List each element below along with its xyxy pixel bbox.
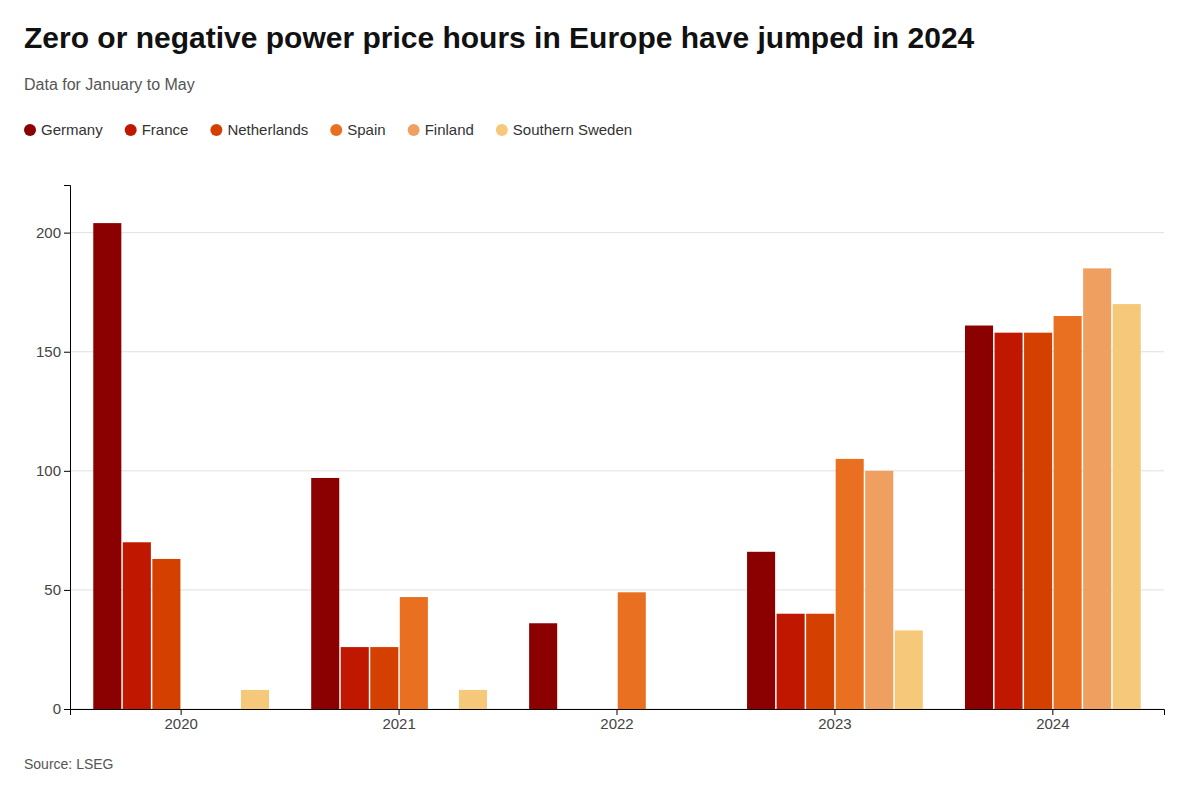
y-tick: 0 [53, 700, 70, 717]
bar [806, 614, 834, 709]
x-tick: 2020 [164, 709, 197, 732]
legend: Germany France Netherlands Spain Finland Sout… [24, 121, 632, 138]
bar [1024, 333, 1052, 709]
bar [459, 690, 487, 709]
bar [995, 333, 1023, 709]
legend-label: Spain [347, 121, 385, 138]
bar [647, 709, 675, 710]
bar-series [241, 304, 1141, 709]
x-tick: 2022 [600, 709, 633, 732]
legend-label: Finland [425, 121, 474, 138]
bar [341, 647, 369, 709]
bar-series [123, 333, 1023, 709]
y-tick-mark [64, 709, 70, 710]
bar [895, 630, 923, 709]
bar [677, 709, 705, 710]
bar [241, 690, 269, 709]
bar [93, 223, 121, 709]
legend-swatch [408, 124, 420, 136]
bar [747, 552, 775, 709]
bars [93, 223, 1140, 709]
bar [529, 623, 557, 709]
y-tick-label: 0 [53, 700, 61, 717]
bar [836, 459, 864, 709]
bar-series [400, 316, 1082, 709]
bar [965, 326, 993, 709]
y-axis: 0 50 100 150 200 [36, 186, 71, 718]
y-tick: 50 [44, 581, 70, 598]
legend-item: Finland [408, 121, 474, 138]
bar [618, 592, 646, 709]
x-axis: 2020 2021 2022 2023 2024 [71, 709, 1165, 732]
bar [1113, 304, 1141, 709]
bar [182, 709, 210, 710]
bar [777, 614, 805, 709]
x-tick: 2024 [1036, 709, 1069, 732]
grid-line [70, 232, 1164, 233]
bar-series [93, 223, 993, 709]
bar [400, 597, 428, 709]
legend-label: Germany [41, 121, 103, 138]
legend-item: Netherlands [210, 121, 308, 138]
bar [211, 709, 239, 710]
bar [311, 478, 339, 709]
y-tick: 100 [36, 462, 70, 479]
x-tick-label: 2020 [164, 715, 197, 732]
chart: Zero or negative power price hours in Eu… [0, 0, 1200, 789]
title: Zero or negative power price hours in Eu… [24, 21, 975, 54]
bar [152, 559, 180, 709]
y-axis-line [64, 186, 71, 710]
bar [429, 709, 457, 710]
bar [588, 709, 616, 710]
y-tick-mark [64, 352, 70, 353]
bar [1083, 268, 1111, 709]
y-tick-label: 150 [36, 343, 61, 360]
subtitle: Data for January to May [24, 76, 195, 93]
legend-label: France [142, 121, 189, 138]
y-tick-label: 50 [44, 581, 61, 598]
y-tick-mark [64, 471, 70, 472]
y-tick-label: 200 [36, 224, 61, 241]
legend-swatch [210, 124, 222, 136]
legend-item: Southern Sweden [496, 121, 632, 138]
legend-swatch [24, 124, 36, 136]
legend-item: Germany [24, 121, 103, 138]
legend-label: Southern Sweden [513, 121, 632, 138]
bar [559, 709, 587, 710]
legend-swatch [125, 124, 137, 136]
legend-swatch [496, 124, 508, 136]
legend-swatch [330, 124, 342, 136]
bar-series [865, 268, 1111, 709]
x-tick-label: 2024 [1036, 715, 1069, 732]
x-tick: 2021 [382, 709, 415, 732]
x-tick-label: 2022 [600, 715, 633, 732]
x-tick: 2023 [818, 709, 851, 732]
bar [1054, 316, 1082, 709]
bar [123, 542, 151, 709]
legend-item: Spain [330, 121, 385, 138]
y-tick: 150 [36, 343, 70, 360]
y-tick: 200 [36, 224, 70, 241]
y-tick-label: 100 [36, 462, 61, 479]
x-tick-label: 2023 [818, 715, 851, 732]
bar [370, 647, 398, 709]
legend-item: France [125, 121, 189, 138]
legend-label: Netherlands [227, 121, 308, 138]
source: Source: LSEG [24, 756, 114, 772]
grid [70, 233, 1164, 709]
bar [865, 471, 893, 709]
y-tick-mark [64, 590, 70, 591]
x-tick-label: 2021 [382, 715, 415, 732]
y-tick-mark [64, 233, 70, 234]
bar-series [152, 333, 1052, 709]
